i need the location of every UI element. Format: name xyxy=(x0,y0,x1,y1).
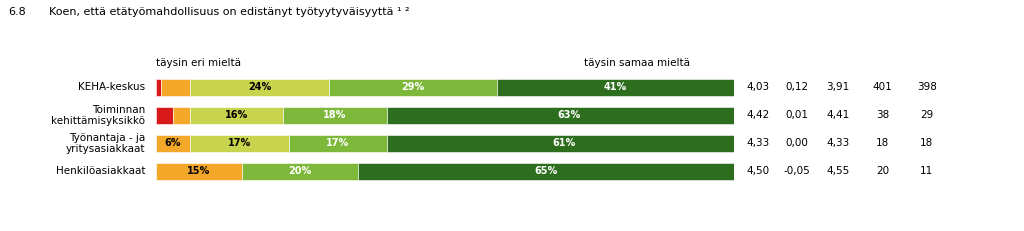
Text: 4,33: 4,33 xyxy=(826,138,849,148)
Bar xyxy=(497,79,734,96)
Text: 3,91: 3,91 xyxy=(826,82,849,92)
Text: 38: 38 xyxy=(877,110,889,120)
Bar xyxy=(243,163,358,180)
Text: 29: 29 xyxy=(921,110,933,120)
Text: 29%: 29% xyxy=(401,82,425,92)
Text: 41%: 41% xyxy=(604,82,628,92)
Bar xyxy=(387,135,740,152)
Text: 0,01: 0,01 xyxy=(785,110,808,120)
Text: Koen, että etätyömahdollisuus on edistänyt työtyytyväisyyttä ¹ ²: Koen, että etätyömahdollisuus on edistän… xyxy=(49,7,410,17)
Bar xyxy=(156,135,190,152)
Text: 61%: 61% xyxy=(552,138,575,148)
Text: 4,42: 4,42 xyxy=(746,110,769,120)
Text: 20%: 20% xyxy=(289,166,312,176)
Bar xyxy=(173,107,190,124)
Text: 4,41: 4,41 xyxy=(826,110,849,120)
Text: täysin eri mieltä: täysin eri mieltä xyxy=(156,58,241,68)
Text: 401: 401 xyxy=(872,82,893,92)
Bar xyxy=(156,79,162,96)
Bar xyxy=(358,163,734,180)
Bar xyxy=(156,107,173,124)
Bar xyxy=(190,79,330,96)
Text: 20: 20 xyxy=(877,166,889,176)
Text: täysin samaa mieltä: täysin samaa mieltä xyxy=(584,58,690,68)
Text: 18%: 18% xyxy=(324,110,347,120)
Text: 4,50: 4,50 xyxy=(746,166,769,176)
Bar xyxy=(190,107,283,124)
Bar xyxy=(289,135,387,152)
Bar xyxy=(387,107,752,124)
Text: 4,33: 4,33 xyxy=(746,138,769,148)
Bar xyxy=(156,163,243,180)
Bar xyxy=(162,79,190,96)
Bar xyxy=(330,79,497,96)
Text: 63%: 63% xyxy=(558,110,581,120)
Text: 65%: 65% xyxy=(535,166,558,176)
Text: 398: 398 xyxy=(916,82,937,92)
Text: 24%: 24% xyxy=(248,82,271,92)
Text: 18: 18 xyxy=(877,138,889,148)
Text: 4,55: 4,55 xyxy=(826,166,849,176)
Text: 17%: 17% xyxy=(327,138,349,148)
Text: 0,00: 0,00 xyxy=(785,138,808,148)
Bar xyxy=(283,107,387,124)
Text: 16%: 16% xyxy=(225,110,248,120)
Text: 0,12: 0,12 xyxy=(785,82,808,92)
Text: 11: 11 xyxy=(921,166,933,176)
Text: 4,03: 4,03 xyxy=(746,82,769,92)
Text: 17%: 17% xyxy=(228,138,251,148)
Bar xyxy=(190,135,289,152)
Text: 6%: 6% xyxy=(165,138,181,148)
Text: 6.8: 6.8 xyxy=(8,7,26,17)
Text: 15%: 15% xyxy=(187,166,211,176)
Text: 18: 18 xyxy=(921,138,933,148)
Text: -0,05: -0,05 xyxy=(783,166,810,176)
